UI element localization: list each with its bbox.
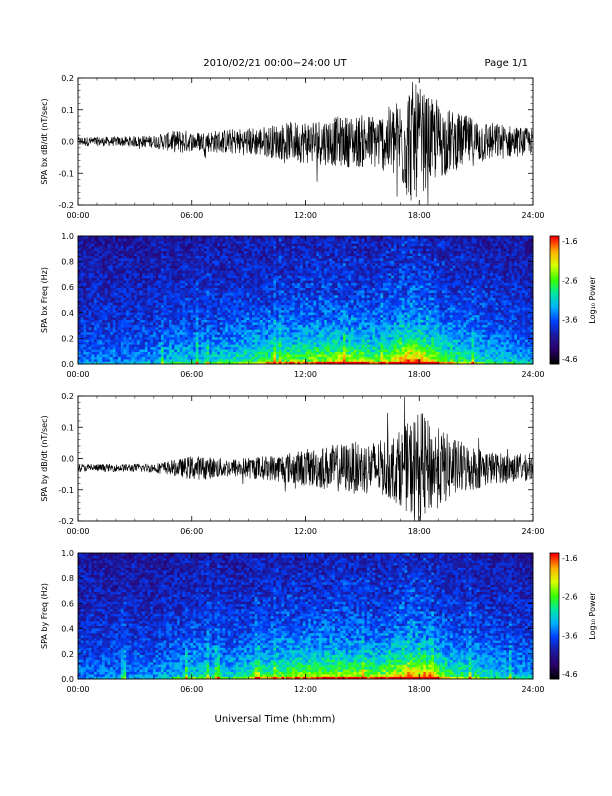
chart-panel-1: -0.2 -0.1 0.0 0.1 0.2 00:00 06:00 12:00 18:00 24:…	[40, 74, 545, 220]
x-axis-title: Universal Time (hh:mm)	[215, 714, 336, 725]
chart-panel-4: -1.6 -2.6 -3.6 -4.6 Log₁₀ Power 0.0 0.2 0.4 0.6 0…	[40, 549, 597, 694]
x-tick-label: 24:00	[521, 527, 544, 536]
y-tick-label: 0.0	[61, 455, 74, 464]
x-tick-label: 00:00	[66, 685, 89, 694]
colorbar-tick-label: -1.6	[562, 554, 578, 563]
y-tick-label: 0.2	[61, 650, 74, 659]
y-tick-label: 1.0	[61, 232, 74, 241]
colorbar-tick-label: -4.6	[562, 355, 578, 364]
figure-title: 2010/02/21 00:00−24:00 UT	[203, 58, 347, 69]
y-tick-label: 0.4	[61, 309, 74, 318]
y-axis-title: SPA by dB/dt (nT/sec)	[40, 415, 49, 501]
x-tick-label: 12:00	[294, 370, 317, 379]
y-tick-label: 0.2	[61, 74, 74, 83]
x-tick-label: 12:00	[294, 527, 317, 536]
y-axis-title: SPA bx Freq (Hz)	[40, 267, 49, 333]
colorbar: -1.6 -2.6 -3.6 -4.6 Log₁₀ Power	[550, 236, 597, 364]
x-tick-label: 00:00	[66, 527, 89, 536]
chart-panel-2: -1.6 -2.6 -3.6 -4.6 Log₁₀ Power 0.0 0.2 0.4 0.6 0…	[40, 232, 597, 379]
chart-panel-3: -0.2 -0.1 0.0 0.1 0.2 00:00 06:00 12:00 18:00 24:…	[40, 392, 545, 536]
x-tick-label: 12:00	[294, 685, 317, 694]
x-tick-label: 00:00	[66, 211, 89, 220]
x-tick-label: 24:00	[521, 211, 544, 220]
x-tick-label: 06:00	[180, 527, 203, 536]
spectrogram-cells	[78, 236, 533, 364]
y-tick-label: 0.2	[61, 392, 74, 401]
x-tick-label: 00:00	[66, 370, 89, 379]
y-tick-label: 0.1	[61, 423, 74, 432]
colorbar-tick-label: -3.6	[562, 631, 578, 640]
y-tick-label: 0.6	[61, 599, 74, 608]
series-line	[78, 82, 533, 205]
y-tick-label: 0.1	[61, 106, 74, 115]
colorbar-tick-label: -4.6	[562, 670, 578, 679]
y-tick-label: 0.2	[61, 334, 74, 343]
y-tick-label: 0.0	[61, 360, 74, 369]
y-tick-label: 0.0	[61, 675, 74, 684]
colorbar: -1.6 -2.6 -3.6 -4.6 Log₁₀ Power	[550, 553, 597, 679]
y-tick-label: 0.4	[61, 625, 74, 634]
colorbar-label: Log₁₀ Power	[588, 592, 597, 640]
y-axis-title: SPA bx dB/dt (nT/sec)	[40, 98, 49, 184]
y-tick-label: 0.8	[61, 574, 74, 583]
colorbar-tick-label: -2.6	[562, 593, 578, 602]
x-tick-label: 18:00	[408, 527, 431, 536]
spectrogram-cells	[78, 553, 533, 679]
series-line	[78, 397, 533, 521]
y-tick-label: -0.1	[58, 169, 74, 178]
y-tick-label: -0.1	[58, 486, 74, 495]
x-tick-label: 18:00	[408, 685, 431, 694]
x-tick-label: 18:00	[408, 370, 431, 379]
y-tick-label: -0.2	[58, 517, 74, 526]
y-tick-label: 0.8	[61, 258, 74, 267]
page-indicator: Page 1/1	[485, 58, 528, 69]
y-axis-title: SPA by Freq (Hz)	[40, 583, 49, 649]
colorbar-tick-label: -1.6	[562, 237, 578, 246]
colorbar-tick-label: -3.6	[562, 316, 578, 325]
x-tick-label: 18:00	[408, 211, 431, 220]
colorbar-label: Log₁₀ Power	[588, 276, 597, 324]
x-tick-label: 12:00	[294, 211, 317, 220]
x-tick-label: 24:00	[521, 685, 544, 694]
panels-group: -0.2 -0.1 0.0 0.1 0.2 00:00 06:00 12:00 18:00 24:…	[40, 74, 597, 694]
x-tick-label: 24:00	[521, 370, 544, 379]
y-tick-label: -0.2	[58, 201, 74, 210]
x-tick-label: 06:00	[180, 685, 203, 694]
x-tick-label: 06:00	[180, 211, 203, 220]
y-tick-label: 0.0	[61, 138, 74, 147]
colorbar-tick-label: -2.6	[562, 276, 578, 285]
y-tick-label: 1.0	[61, 549, 74, 558]
y-tick-label: 0.6	[61, 283, 74, 292]
x-tick-label: 06:00	[180, 370, 203, 379]
